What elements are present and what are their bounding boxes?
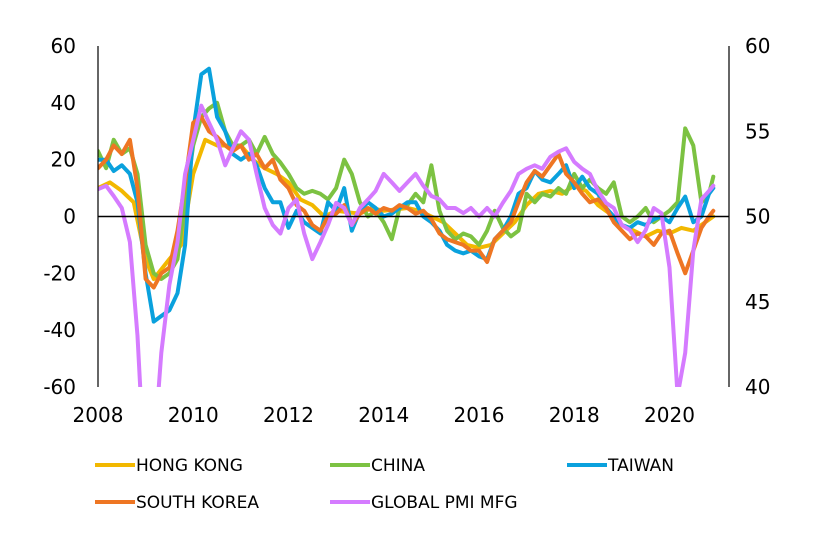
- right-tick-label: 60: [745, 34, 770, 58]
- legend-label-hong-kong: HONG KONG: [136, 456, 243, 476]
- left-tick-label: 0: [63, 205, 76, 229]
- tick-labels: -60 -40 -20 0 20 40 60 40 45 50 55 60 2008 2010 2012 20…: [43, 34, 770, 427]
- right-tick-label: 55: [745, 119, 770, 143]
- right-tick-label: 50: [745, 205, 770, 229]
- legend-label-south-korea: SOUTH KOREA: [136, 493, 259, 513]
- right-tick-label: 40: [745, 375, 770, 399]
- left-tick-label: -60: [43, 375, 76, 399]
- series-line-south-korea: [98, 115, 716, 290]
- legend-label-global-pmi-mfg: GLOBAL PMI MFG: [371, 493, 518, 513]
- legend-label-taiwan: TAIWAN: [607, 456, 674, 476]
- series-line-taiwan: [98, 66, 716, 324]
- series-line-global-pmi-mfg: [98, 103, 716, 387]
- left-tick-label: 40: [51, 91, 76, 115]
- x-tick-label: 2016: [454, 403, 505, 427]
- x-tick-label: 2008: [73, 403, 124, 427]
- x-tick-label: 2014: [358, 403, 409, 427]
- left-tick-label: 20: [51, 148, 76, 172]
- x-tick-label: 2020: [644, 403, 695, 427]
- legend-label-china: CHINA: [371, 456, 425, 476]
- series-lines: [98, 66, 716, 387]
- x-tick-label: 2018: [549, 403, 600, 427]
- axes: [97, 46, 730, 387]
- x-tick-label: 2012: [263, 403, 314, 427]
- left-tick-label: -40: [43, 318, 76, 342]
- legend: HONG KONG CHINA TAIWAN SOUTH KOREA GLOBAL PM…: [95, 456, 674, 513]
- right-tick-label: 45: [745, 290, 770, 314]
- left-tick-label: 60: [51, 34, 76, 58]
- x-tick-label: 2010: [168, 403, 219, 427]
- left-tick-label: -20: [43, 261, 76, 285]
